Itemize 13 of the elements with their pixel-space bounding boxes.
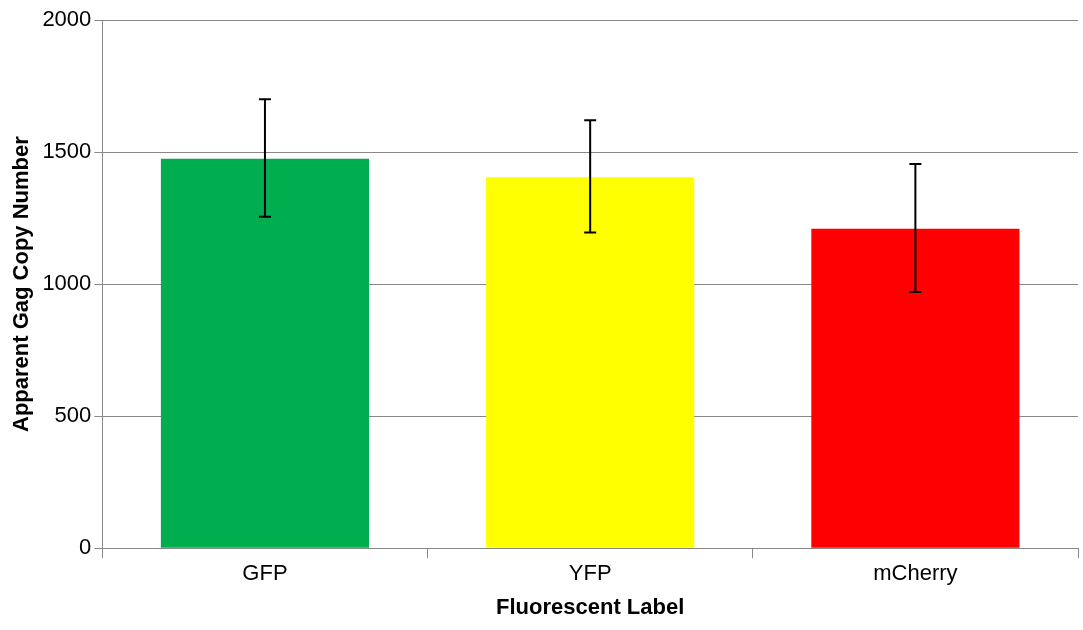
bar [160, 158, 370, 548]
x-axis-title: Fluorescent Label [496, 593, 685, 619]
y-axis-title: Apparent Gag Copy Number [8, 135, 34, 433]
y-tick-label: 2000 [42, 6, 92, 32]
y-tick-label: 1500 [42, 138, 92, 164]
x-tick-label: YFP [568, 560, 612, 586]
y-tick-label: 0 [79, 534, 92, 560]
bar [811, 228, 1020, 548]
x-tick-label: GFP [242, 560, 288, 586]
y-tick-label: 500 [54, 402, 92, 428]
y-tick-label: 1000 [42, 270, 92, 296]
x-tick-label: mCherry [873, 560, 958, 586]
bar [486, 177, 695, 548]
